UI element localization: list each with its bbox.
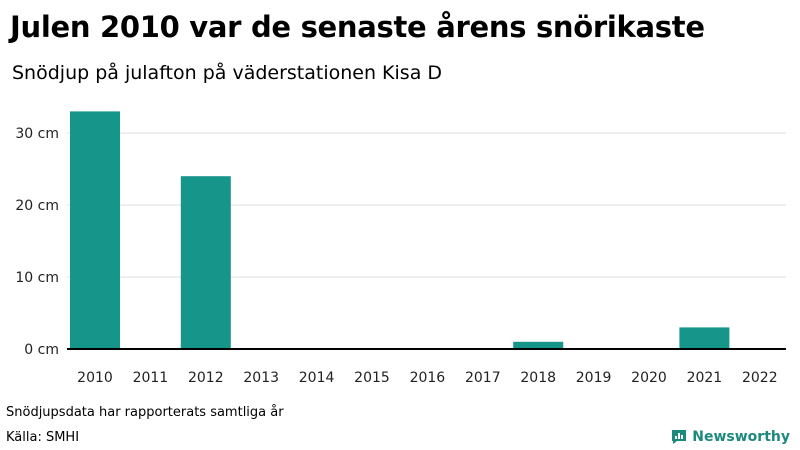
x-tick-label: 2011: [133, 370, 169, 386]
x-tick-label: 2013: [243, 370, 279, 386]
x-tick-label: 2018: [520, 370, 556, 386]
y-tick-label: 20 cm: [15, 198, 59, 214]
bar-2012: [180, 176, 231, 349]
chart-subtitle: Snödjup på julafton på väderstationen Ki…: [12, 62, 443, 84]
x-tick-label: 2014: [299, 370, 335, 386]
brand-name: Newsworthy: [692, 429, 790, 445]
y-tick-label: 0 cm: [24, 342, 59, 358]
x-tick-label: 2010: [77, 370, 113, 386]
y-tick-label: 30 cm: [15, 126, 59, 142]
brand-logo: Newsworthy: [670, 428, 790, 446]
x-tick-label: 2015: [354, 370, 390, 386]
bar-2021: [679, 327, 730, 349]
x-tick-label: 2012: [188, 370, 224, 386]
x-tick-label: 2022: [742, 370, 778, 386]
source-credit: Källa: SMHI: [6, 430, 80, 445]
bars: [70, 111, 730, 350]
chart-title: Julen 2010 var de senaste årens snörikas…: [10, 10, 705, 44]
x-tick-label: 2016: [410, 370, 446, 386]
x-tick-label: 2021: [687, 370, 723, 386]
data-note: Snödjupsdata har rapporterats samtliga å…: [6, 405, 284, 420]
y-tick-label: 10 cm: [15, 270, 59, 286]
x-tick-label: 2017: [465, 370, 501, 386]
bar-2018: [513, 341, 564, 349]
x-tick-label: 2020: [631, 370, 667, 386]
gridlines: [67, 132, 786, 278]
x-tick-label: 2019: [576, 370, 612, 386]
bar-chart-speech-bubble-icon: [672, 430, 687, 444]
tick-labels: 0 cm 10 cm 20 cm 30 cm 2010 2011 2012 2013 2014 2…: [15, 126, 777, 386]
bar-2010: [70, 111, 120, 350]
